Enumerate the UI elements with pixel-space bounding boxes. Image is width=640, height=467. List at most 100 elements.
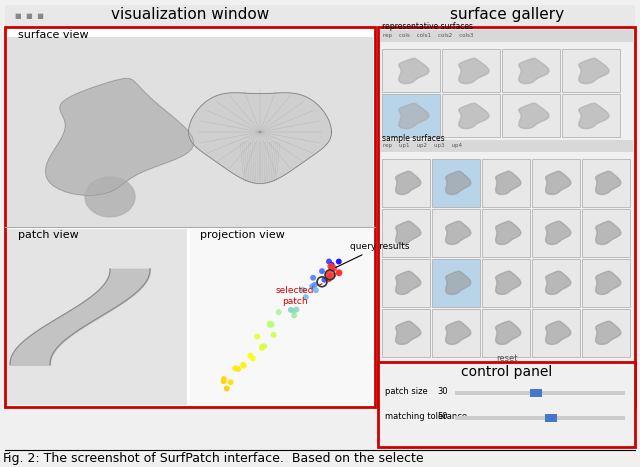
Polygon shape — [396, 221, 421, 244]
Point — [219, 375, 229, 383]
Polygon shape — [459, 58, 489, 84]
Bar — [7, 229, 187, 405]
Point — [327, 265, 337, 273]
Point — [311, 287, 321, 294]
Polygon shape — [459, 103, 489, 128]
Polygon shape — [596, 171, 621, 194]
Polygon shape — [399, 103, 429, 128]
Bar — [532, 259, 580, 307]
Text: selected
patch: selected patch — [276, 284, 322, 306]
Polygon shape — [399, 58, 429, 84]
Bar — [378, 362, 635, 446]
Bar — [442, 49, 500, 92]
Text: rep    cols    cols1    cols2    cols3: rep cols cols1 cols2 cols3 — [383, 34, 474, 38]
Point — [328, 272, 338, 279]
Point — [310, 281, 320, 289]
Bar — [432, 259, 480, 307]
Polygon shape — [596, 221, 621, 244]
Point — [333, 258, 344, 265]
Bar — [482, 209, 530, 257]
Polygon shape — [519, 103, 549, 128]
Point — [225, 379, 236, 386]
Polygon shape — [579, 58, 609, 84]
Point — [326, 264, 337, 272]
Bar — [190, 229, 373, 405]
Bar — [532, 209, 580, 257]
Bar — [378, 27, 635, 407]
Polygon shape — [579, 103, 609, 128]
Polygon shape — [495, 321, 521, 344]
Point — [259, 342, 269, 350]
Polygon shape — [495, 171, 521, 194]
Text: surface view: surface view — [18, 30, 88, 40]
Bar — [5, 27, 375, 407]
Point — [317, 278, 327, 285]
Bar — [532, 309, 580, 357]
Polygon shape — [545, 321, 571, 344]
Bar — [442, 94, 500, 137]
Bar — [562, 94, 620, 137]
Bar — [582, 259, 630, 307]
Polygon shape — [545, 171, 571, 194]
Polygon shape — [85, 177, 135, 217]
Point — [233, 365, 243, 373]
Text: reset: reset — [496, 354, 518, 363]
Text: F: F — [3, 452, 10, 465]
Polygon shape — [545, 271, 571, 294]
Text: projection view: projection view — [200, 230, 285, 240]
Point — [238, 361, 248, 368]
Point — [324, 258, 334, 265]
Text: patch view: patch view — [18, 230, 79, 240]
Bar — [482, 259, 530, 307]
Point — [307, 283, 317, 290]
Point — [285, 306, 296, 314]
Polygon shape — [545, 221, 571, 244]
Point — [324, 270, 334, 278]
Polygon shape — [189, 93, 332, 184]
Bar — [502, 49, 560, 92]
Bar — [582, 209, 630, 257]
Polygon shape — [596, 271, 621, 294]
Point — [218, 377, 228, 385]
Bar — [382, 159, 430, 207]
Bar — [382, 309, 430, 357]
Bar — [545, 414, 557, 422]
Bar — [7, 37, 373, 227]
Point — [289, 307, 299, 315]
Point — [248, 355, 258, 362]
Point — [257, 343, 268, 350]
Text: control panel: control panel — [461, 365, 552, 379]
Point — [221, 385, 232, 392]
Polygon shape — [396, 171, 421, 194]
Bar — [530, 389, 542, 396]
Point — [289, 311, 300, 319]
Polygon shape — [445, 171, 471, 194]
Text: sample surfaces: sample surfaces — [382, 134, 445, 143]
Text: matching tolerance: matching tolerance — [385, 412, 467, 421]
Point — [334, 269, 344, 276]
Text: surface gallery: surface gallery — [450, 7, 564, 22]
Point — [265, 321, 275, 329]
Point — [269, 331, 279, 339]
Bar — [382, 94, 440, 137]
Polygon shape — [45, 78, 193, 195]
Point — [301, 293, 311, 301]
Bar — [432, 159, 480, 207]
Point — [267, 321, 277, 328]
Bar — [482, 309, 530, 357]
Bar — [382, 49, 440, 92]
Polygon shape — [519, 58, 549, 84]
Text: visualization window: visualization window — [111, 7, 269, 22]
Polygon shape — [445, 221, 471, 244]
Text: 30: 30 — [437, 387, 447, 396]
Polygon shape — [445, 321, 471, 344]
Bar — [432, 209, 480, 257]
Point — [230, 365, 240, 372]
Bar — [380, 140, 633, 152]
Bar — [562, 49, 620, 92]
Bar — [455, 391, 625, 395]
Bar — [380, 30, 633, 42]
Text: query results: query results — [335, 242, 410, 268]
Bar — [482, 159, 530, 207]
Point — [334, 269, 344, 276]
